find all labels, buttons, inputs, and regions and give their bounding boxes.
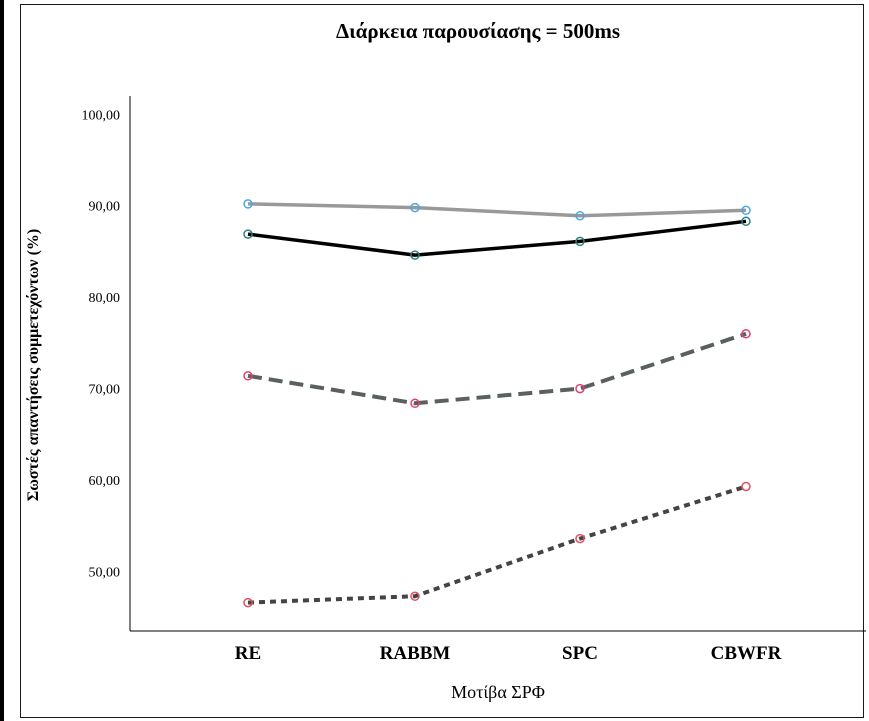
y-axis-label: Σωστές απαντήσεις συμμετεχόντων (%) [25, 229, 42, 501]
chart-title: Διάρκεια παρουσίασης = 500ms [336, 19, 620, 43]
x-tick-label: RABBM [380, 643, 451, 664]
data-point [243, 371, 253, 381]
x-tick-labels: RE RABBM SPC CBWFR [235, 643, 782, 664]
data-point [741, 205, 751, 216]
data-point [741, 216, 751, 227]
data-point [243, 229, 253, 239]
y-tick-label: 60,00 [89, 474, 121, 489]
data-point [575, 236, 585, 247]
chart-frame [20, 4, 864, 718]
y-tick-label: 70,00 [89, 383, 121, 398]
data-point [741, 329, 751, 339]
data-point [410, 250, 420, 260]
data-point [410, 202, 420, 213]
data-point [575, 211, 585, 221]
series-markers [243, 199, 751, 608]
series-line-2 [247, 219, 747, 257]
series-line-4 [247, 484, 747, 605]
series-line-3 [247, 331, 747, 406]
series-line-1 [247, 202, 747, 218]
data-point [410, 398, 420, 409]
y-tick-label: 50,00 [89, 566, 121, 581]
x-axis-label: Μοτίβα ΣΡΦ [451, 682, 545, 702]
data-point [741, 481, 751, 492]
x-tick-label: CBWFR [711, 643, 782, 664]
data-point [575, 383, 585, 394]
y-tick-label: 100,00 [82, 108, 121, 123]
y-tick-labels: 50,00 60,00 70,00 80,00 90,00 100,00 [82, 108, 121, 580]
y-tick-label: 80,00 [89, 291, 121, 306]
x-tick-label: RE [235, 643, 261, 664]
left-border-bar [0, 0, 4, 721]
data-point [243, 199, 253, 209]
x-tick-label: SPC [562, 643, 598, 664]
data-point [410, 591, 420, 601]
data-point [575, 533, 585, 544]
y-tick-label: 90,00 [89, 200, 121, 215]
series-lines [247, 202, 747, 605]
data-point [243, 597, 253, 608]
